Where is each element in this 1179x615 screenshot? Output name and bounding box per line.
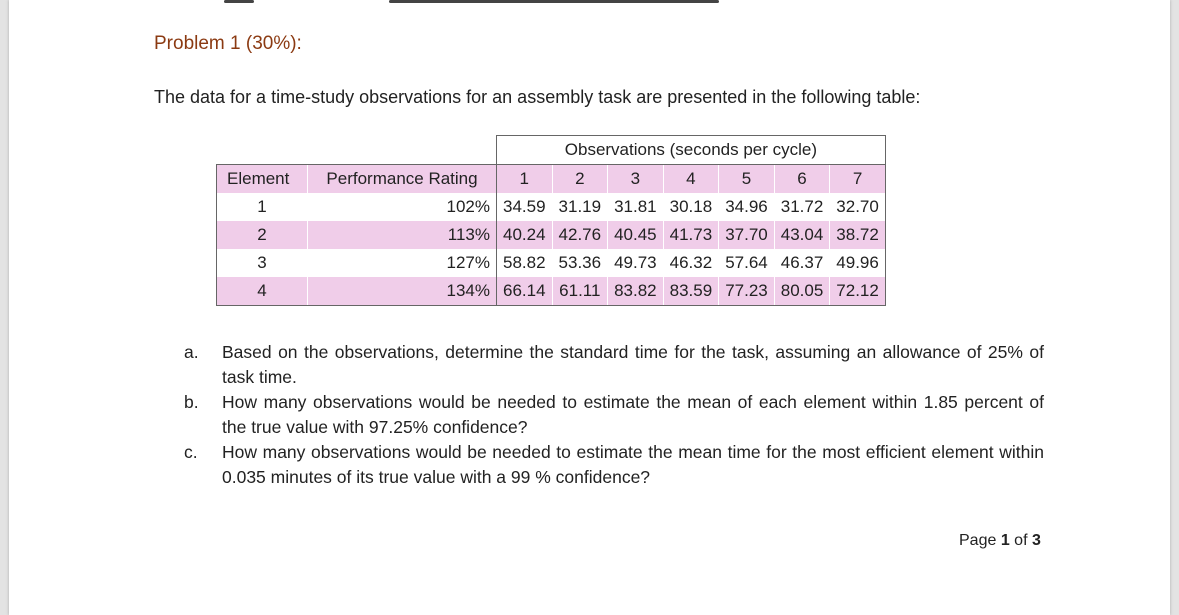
question-marker: a. <box>184 342 199 362</box>
rating-column-header: Performance Rating <box>307 164 497 193</box>
question-marker: b. <box>184 392 199 412</box>
observation-cell: 41.73 <box>662 221 719 249</box>
cropped-previous-text <box>224 0 744 4</box>
observation-cell: 83.59 <box>662 277 719 306</box>
observation-cell: 31.81 <box>607 193 664 221</box>
observation-cell: 83.82 <box>607 277 664 306</box>
observation-cell: 34.59 <box>496 193 553 221</box>
question-list: a. Based on the observations, determine … <box>184 340 1044 490</box>
observation-cell: 72.12 <box>829 277 886 306</box>
document-page: Problem 1 (30%): The data for a time-stu… <box>9 0 1170 615</box>
rating-cell: 113% <box>307 221 497 249</box>
element-cell: 3 <box>216 249 308 277</box>
question-c: c. How many observations would be needed… <box>184 440 1044 490</box>
table-row: 4 134% 66.14 61.11 83.82 83.59 77.23 80.05 72.12 <box>216 277 886 306</box>
table-row: 1 102% 34.59 31.19 31.81 30.18 34.96 31.72 32.70 <box>216 193 886 221</box>
obs-header-6: 6 <box>773 164 830 193</box>
question-text: How many observations would be needed to… <box>222 442 1044 487</box>
question-marker: c. <box>184 442 198 462</box>
observation-cell: 34.96 <box>718 193 775 221</box>
obs-header-3: 3 <box>607 164 664 193</box>
page-middle: of <box>1009 532 1032 549</box>
element-column-header: Element <box>216 164 308 193</box>
table-row: 3 127% 58.82 53.36 49.73 46.32 57.64 46.37 49.96 <box>216 249 886 277</box>
observation-cell: 43.04 <box>773 221 830 249</box>
obs-header-5: 5 <box>718 164 775 193</box>
observation-cell: 57.64 <box>718 249 775 277</box>
obs-header-7: 7 <box>829 164 886 193</box>
question-text: Based on the observations, determine the… <box>222 342 1044 387</box>
observation-cell: 38.72 <box>829 221 886 249</box>
rating-cell: 102% <box>307 193 497 221</box>
page-total: 3 <box>1031 532 1041 549</box>
page-number: Page 1 of 3 <box>959 532 1041 550</box>
observation-cell: 49.96 <box>829 249 886 277</box>
observation-cell: 31.19 <box>551 193 608 221</box>
observation-cell: 77.23 <box>718 277 775 306</box>
observation-cell: 40.45 <box>607 221 664 249</box>
problem-heading: Problem 1 (30%): <box>154 33 302 54</box>
rating-cell: 134% <box>307 277 497 306</box>
observation-cell: 49.73 <box>607 249 664 277</box>
observations-table: Observations (seconds per cycle) Element… <box>216 135 886 306</box>
question-a: a. Based on the observations, determine … <box>184 340 1044 390</box>
question-text: How many observations would be needed to… <box>222 392 1044 437</box>
obs-header-4: 4 <box>662 164 719 193</box>
observations-group-header: Observations (seconds per cycle) <box>496 135 886 165</box>
observation-cell: 46.32 <box>662 249 719 277</box>
element-cell: 4 <box>216 277 308 306</box>
observation-cell: 30.18 <box>662 193 719 221</box>
observation-cell: 42.76 <box>551 221 608 249</box>
element-cell: 1 <box>216 193 308 221</box>
observation-cell: 61.11 <box>551 277 608 306</box>
obs-header-1: 1 <box>496 164 553 193</box>
question-b: b. How many observations would be needed… <box>184 390 1044 440</box>
observation-cell: 53.36 <box>551 249 608 277</box>
observation-cell: 46.37 <box>773 249 830 277</box>
intro-text: The data for a time-study observations f… <box>154 87 921 107</box>
rating-cell: 127% <box>307 249 497 277</box>
group-header-row: Observations (seconds per cycle) <box>216 135 886 165</box>
observation-cell: 40.24 <box>496 221 553 249</box>
observation-cell: 58.82 <box>496 249 553 277</box>
page-current: 1 <box>1000 532 1010 549</box>
observation-cell: 66.14 <box>496 277 553 306</box>
observation-cell: 80.05 <box>773 277 830 306</box>
element-cell: 2 <box>216 221 308 249</box>
column-header-row: Element Performance Rating 1 2 3 4 5 6 7 <box>216 164 886 193</box>
observation-cell: 32.70 <box>829 193 886 221</box>
table-row: 2 113% 40.24 42.76 40.45 41.73 37.70 43.04 38.72 <box>216 221 886 249</box>
observation-cell: 37.70 <box>718 221 775 249</box>
observation-cell: 31.72 <box>773 193 830 221</box>
obs-header-2: 2 <box>551 164 608 193</box>
page-prefix: Page <box>959 532 1001 549</box>
